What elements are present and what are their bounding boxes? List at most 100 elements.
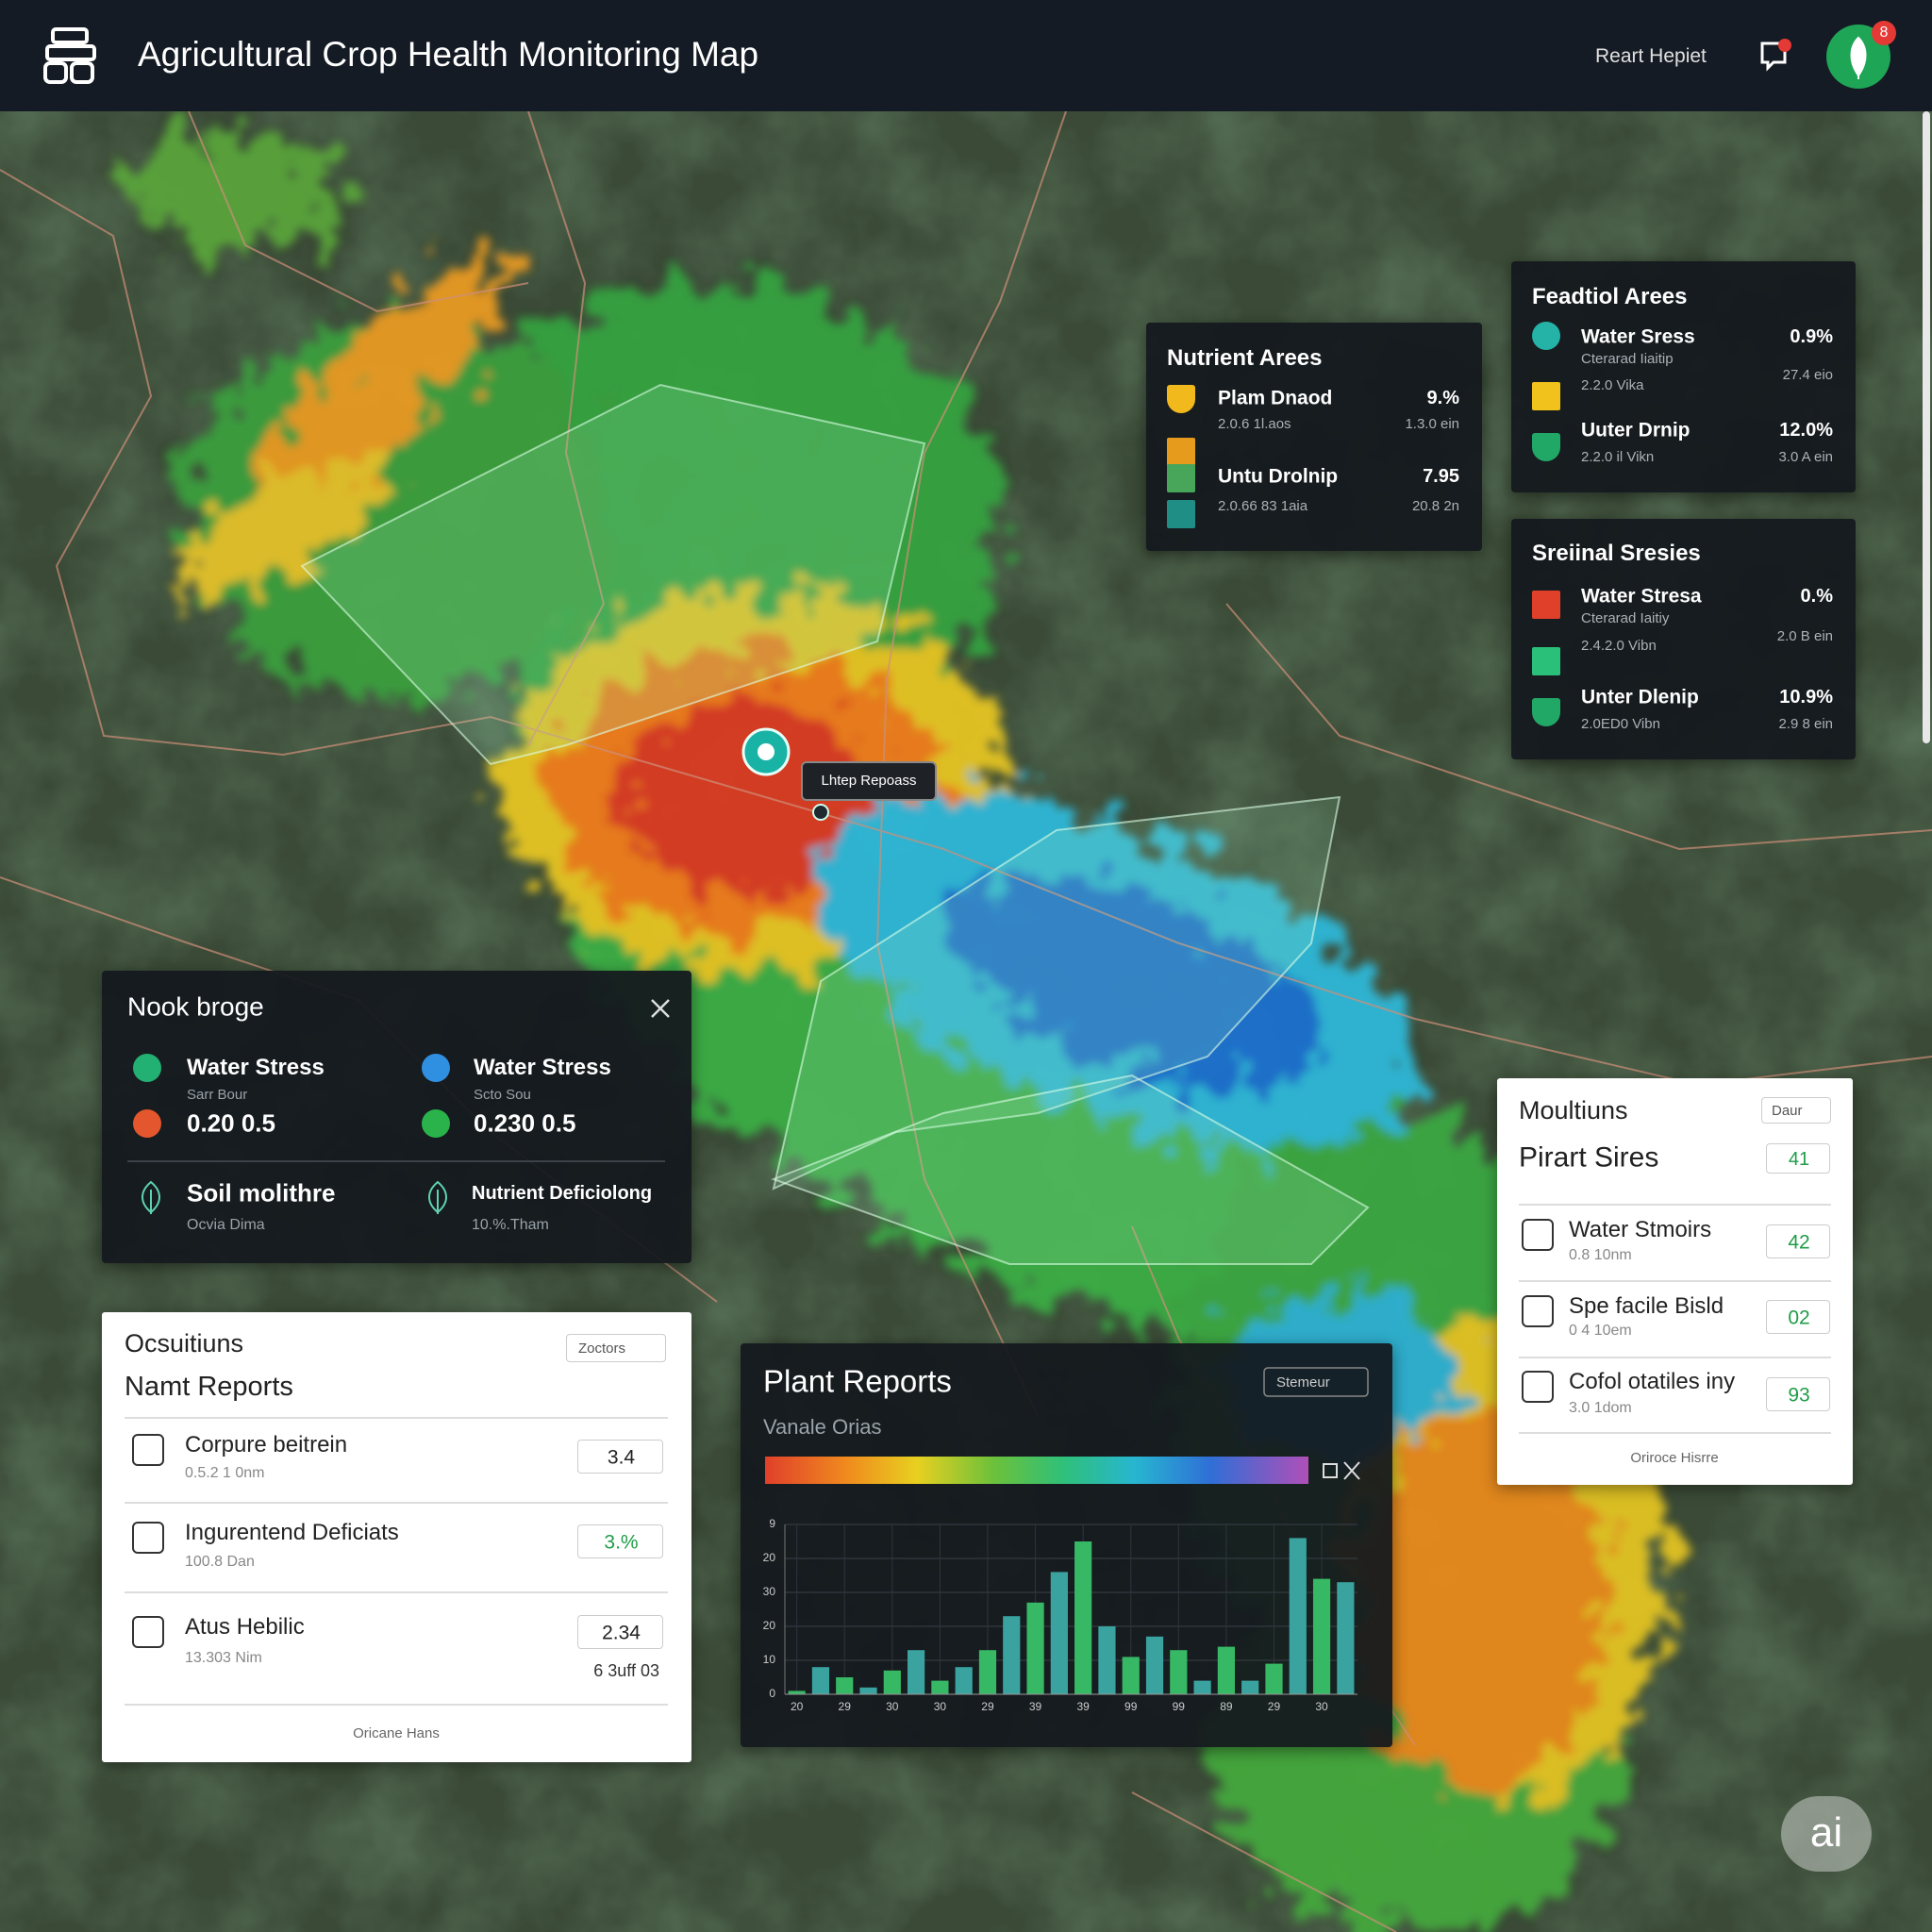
divider <box>125 1704 668 1706</box>
bar <box>883 1670 901 1694</box>
row-value: 02 <box>1788 1307 1810 1329</box>
row-name: Plam Dnaod <box>1218 387 1333 409</box>
divider <box>1519 1432 1831 1434</box>
leaf-icon <box>419 1178 457 1216</box>
divider <box>1519 1357 1831 1358</box>
row-value-box: 3.4 <box>577 1440 663 1474</box>
row-value: 10.9% <box>1779 687 1833 708</box>
close-button[interactable] <box>649 997 672 1020</box>
divider <box>1519 1280 1831 1282</box>
panel-title: Moultiuns <box>1519 1096 1628 1125</box>
row-value: 42 <box>1788 1231 1810 1254</box>
row-value-box: 3.% <box>577 1524 663 1558</box>
row-sub: 2.0.66 83 1aia <box>1218 497 1308 514</box>
panel-title: Ocsuitiuns <box>125 1329 244 1358</box>
row-sub: 100.8 Dan <box>185 1554 255 1571</box>
row-value: 2.34 <box>602 1622 641 1644</box>
x-tick-label: 30 <box>886 1700 899 1713</box>
bar <box>788 1690 806 1694</box>
icon <box>1167 500 1195 528</box>
bar <box>1312 1578 1331 1694</box>
y-tick-label: 9 <box>769 1517 775 1530</box>
icon <box>133 1054 161 1082</box>
map-pin-dot <box>758 743 774 760</box>
leaf-icon-shape <box>428 1180 447 1214</box>
bar <box>1193 1680 1211 1694</box>
row-value-box: 42 <box>1766 1224 1830 1258</box>
dropdown[interactable]: Daur <box>1761 1097 1831 1124</box>
row-value: 0.% <box>1800 586 1833 607</box>
bar <box>1026 1602 1044 1694</box>
bell-icon[interactable] <box>1757 38 1794 75</box>
chart-panel: Plant Reports Vanale Orias Stemeur 0 10 20 30 2… <box>741 1343 1392 1747</box>
row-detail: 2.0 B ein <box>1776 627 1833 644</box>
icon <box>1532 382 1560 410</box>
icon <box>422 1054 450 1082</box>
item-sub: Ocvia Dima <box>187 1217 265 1234</box>
header: Agricultural Crop Health Monitoring Map … <box>0 0 1932 111</box>
avatar-badge: 8 <box>1872 21 1896 45</box>
info-panel: Sreiinal Sresies Water Stresa Cterarad Iai… <box>1511 519 1856 759</box>
row-sub: 2.4.2.0 Vibn <box>1581 637 1657 654</box>
row-icon <box>1522 1295 1554 1327</box>
icon <box>133 1109 161 1138</box>
row-name: Water Stresa <box>1581 585 1702 608</box>
row-detail: 27.4 eio <box>1782 366 1833 383</box>
item-sub: Sarr Bour <box>187 1086 248 1103</box>
dropdown[interactable] <box>1263 1367 1369 1397</box>
info-panel: Nutrient Arees Plam Dnaod 2.0.6 1l.aos 9.% 1… <box>1146 323 1482 551</box>
header-link[interactable]: Reart Hepiet <box>1595 45 1707 67</box>
page-title: Agricultural Crop Health Monitoring Map <box>138 35 759 74</box>
chart-subtitle: Vanale Orias <box>763 1415 882 1439</box>
leaf-icon-shape <box>142 1180 160 1214</box>
y-tick-label: 30 <box>763 1585 776 1598</box>
x-tick-label: 20 <box>791 1700 804 1713</box>
item-name: Nutrient Deficiolong <box>472 1183 653 1204</box>
row-detail: 3.0 A ein <box>1778 448 1833 465</box>
row-icon <box>132 1434 164 1466</box>
row-detail: 2.9 8 ein <box>1778 715 1833 732</box>
row-sub: 0 4 10em <box>1569 1323 1632 1340</box>
dropdown-label: Daur <box>1772 1102 1803 1119</box>
watermark: ai <box>1781 1796 1872 1872</box>
row-name: Untu Drolnip <box>1218 465 1339 488</box>
x-tick-label: 99 <box>1173 1700 1186 1713</box>
bar <box>1241 1680 1259 1694</box>
item-value: 0.20 0.5 <box>187 1108 275 1138</box>
row-name: Cofol otatiles iny <box>1569 1368 1736 1394</box>
bar <box>907 1650 925 1694</box>
dropdown[interactable]: Zoctors <box>566 1334 666 1362</box>
bar <box>1289 1538 1307 1694</box>
x-tick-label: 30 <box>1315 1700 1328 1713</box>
y-tick-label: 20 <box>763 1551 776 1564</box>
icon <box>1532 698 1560 726</box>
row-name: Atus Hebilic <box>185 1613 305 1640</box>
x-tick-label: 30 <box>934 1700 947 1713</box>
row-sub: 2.2.0 Vika <box>1581 376 1644 393</box>
bar <box>1122 1657 1140 1694</box>
row-value-box: 41 <box>1766 1143 1830 1174</box>
icon <box>1532 647 1560 675</box>
row-sub: 13.303 Nim <box>185 1650 262 1667</box>
bar <box>836 1677 854 1694</box>
row-icon <box>132 1616 164 1648</box>
row-sub: Cterarad Iaitiy <box>1581 609 1670 626</box>
item-name: Water Stress <box>474 1054 611 1080</box>
scrollbar[interactable] <box>1923 111 1930 743</box>
x-tick-label: 29 <box>1268 1700 1281 1713</box>
row-name: Spe facile Bisld <box>1569 1292 1724 1319</box>
map-point[interactable] <box>812 804 829 821</box>
row-sub: 2.0.6 1l.aos <box>1218 415 1291 432</box>
row-value-box: 93 <box>1766 1377 1830 1411</box>
x-tick-label: 29 <box>981 1700 994 1713</box>
divider <box>1519 1204 1831 1206</box>
row-sub: 0.5.2 1 0nm <box>185 1465 265 1482</box>
logo <box>43 27 96 84</box>
scale-icons <box>1323 1461 1360 1480</box>
chart-title: Plant Reports <box>763 1364 952 1399</box>
dropdown-label: Stemeur <box>1276 1374 1330 1391</box>
bar <box>859 1687 877 1694</box>
info-panel: Feadtiol Arees Water Sress Cterarad Iiaiti… <box>1511 261 1856 492</box>
close-icon <box>651 999 670 1018</box>
